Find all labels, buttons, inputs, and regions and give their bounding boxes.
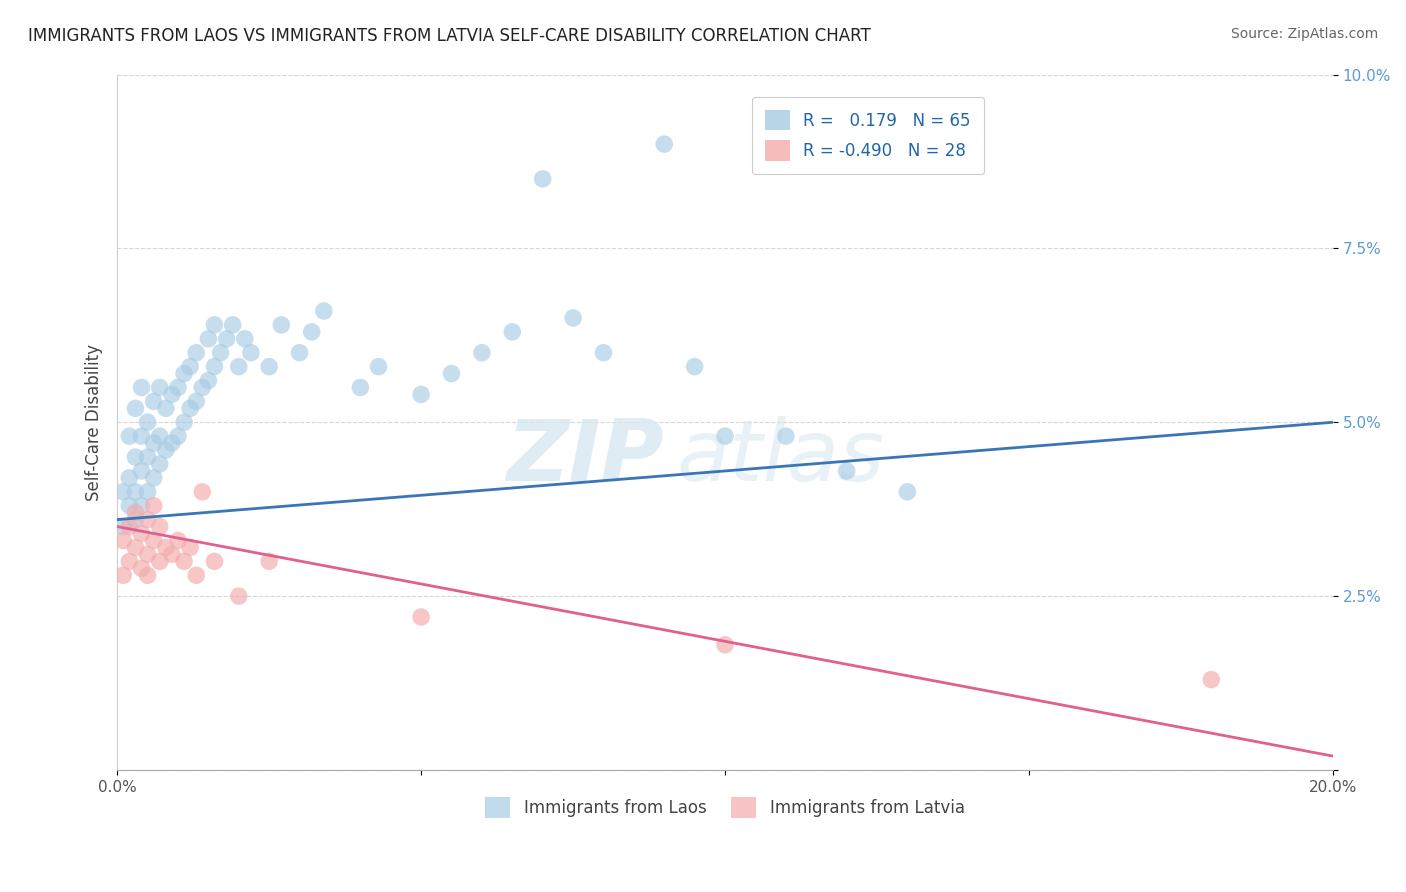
Point <box>149 519 172 533</box>
Point <box>186 345 208 359</box>
Point <box>124 401 146 416</box>
Point <box>209 345 232 359</box>
Point <box>112 484 135 499</box>
Point <box>173 554 195 568</box>
Point <box>142 436 165 450</box>
Point <box>118 429 141 443</box>
Text: ZIP: ZIP <box>506 416 664 499</box>
Point <box>349 380 371 394</box>
Point <box>136 484 159 499</box>
Point <box>142 394 165 409</box>
Point <box>112 533 135 548</box>
Point <box>131 464 153 478</box>
Point <box>160 436 183 450</box>
Point <box>136 415 159 429</box>
Legend: Immigrants from Laos, Immigrants from Latvia: Immigrants from Laos, Immigrants from La… <box>478 790 972 824</box>
Point <box>257 359 280 374</box>
Point <box>142 533 165 548</box>
Point <box>592 345 614 359</box>
Point <box>186 394 208 409</box>
Point <box>714 638 737 652</box>
Point <box>191 484 214 499</box>
Point <box>301 325 323 339</box>
Point <box>167 429 190 443</box>
Point <box>149 554 172 568</box>
Point <box>228 359 250 374</box>
Point <box>186 568 208 582</box>
Point <box>149 457 172 471</box>
Point <box>149 380 172 394</box>
Point <box>173 367 195 381</box>
Point <box>131 561 153 575</box>
Point <box>124 541 146 555</box>
Point <box>239 345 262 359</box>
Point <box>160 548 183 562</box>
Point <box>155 443 177 458</box>
Point <box>136 450 159 464</box>
Point <box>131 526 153 541</box>
Point <box>173 415 195 429</box>
Point <box>714 429 737 443</box>
Point <box>155 401 177 416</box>
Point <box>136 568 159 582</box>
Y-axis label: Self-Care Disability: Self-Care Disability <box>86 343 103 500</box>
Point <box>179 359 201 374</box>
Point <box>142 499 165 513</box>
Point <box>835 464 858 478</box>
Point <box>160 387 183 401</box>
Point <box>136 513 159 527</box>
Text: Source: ZipAtlas.com: Source: ZipAtlas.com <box>1230 27 1378 41</box>
Point <box>312 304 335 318</box>
Point <box>124 513 146 527</box>
Point <box>118 471 141 485</box>
Point <box>471 345 494 359</box>
Point <box>257 554 280 568</box>
Point <box>288 345 311 359</box>
Point <box>118 554 141 568</box>
Point <box>124 484 146 499</box>
Point <box>118 519 141 533</box>
Point <box>233 332 256 346</box>
Point <box>179 541 201 555</box>
Point <box>411 610 433 624</box>
Point <box>270 318 292 332</box>
Point <box>112 519 135 533</box>
Point <box>167 380 190 394</box>
Point <box>367 359 389 374</box>
Point <box>204 554 226 568</box>
Point <box>228 589 250 603</box>
Point <box>204 359 226 374</box>
Point <box>221 318 243 332</box>
Point <box>204 318 226 332</box>
Point <box>1201 673 1223 687</box>
Point <box>124 450 146 464</box>
Point <box>142 471 165 485</box>
Point <box>124 506 146 520</box>
Point <box>191 380 214 394</box>
Point <box>440 367 463 381</box>
Point <box>215 332 238 346</box>
Point <box>652 137 675 152</box>
Text: atlas: atlas <box>676 416 884 499</box>
Point <box>501 325 523 339</box>
Point <box>896 484 918 499</box>
Point <box>197 332 219 346</box>
Point <box>149 429 172 443</box>
Point <box>118 499 141 513</box>
Point <box>131 499 153 513</box>
Point <box>775 429 797 443</box>
Point <box>155 541 177 555</box>
Point <box>531 171 554 186</box>
Text: IMMIGRANTS FROM LAOS VS IMMIGRANTS FROM LATVIA SELF-CARE DISABILITY CORRELATION : IMMIGRANTS FROM LAOS VS IMMIGRANTS FROM … <box>28 27 870 45</box>
Point <box>112 568 135 582</box>
Point <box>167 533 190 548</box>
Point <box>683 359 706 374</box>
Point <box>562 310 585 325</box>
Point <box>131 429 153 443</box>
Point <box>131 380 153 394</box>
Point <box>136 548 159 562</box>
Point <box>179 401 201 416</box>
Point <box>411 387 433 401</box>
Point <box>197 374 219 388</box>
